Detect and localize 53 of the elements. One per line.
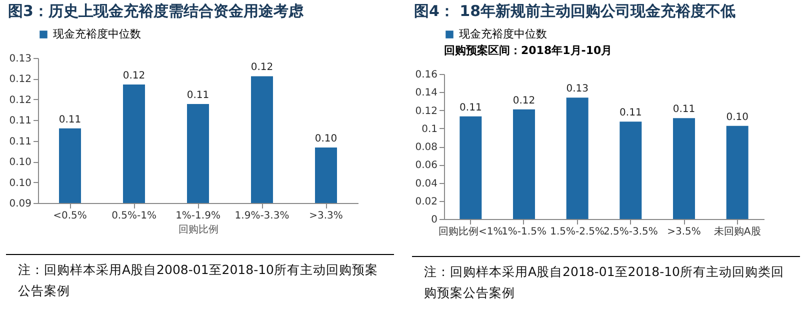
y-tick-label: 0.12 (9, 94, 32, 106)
legend-label: 现金充裕度中位数 (53, 28, 141, 40)
text: 注：回购样本采用A股自2008-01至2018-10所有主动回购预案公告案例 (6, 254, 394, 301)
y-tick-label: 0.12 (9, 74, 32, 86)
bar (513, 109, 535, 219)
x-tick-label: 1%-1.9% (176, 210, 220, 222)
text: 注：回购样本采用A股自2018-01至2018-10所有主动回购类回购预案公告案例 (412, 256, 800, 303)
x-tick-label: 回购比例<1% (438, 226, 503, 238)
bar (673, 118, 695, 219)
chart-title: 图4： 18年新规前主动回购公司现金充裕度不低 (414, 2, 736, 20)
data-label: 0.12 (512, 95, 536, 106)
data-label: 0.12 (122, 70, 146, 82)
y-tick-label: 0 (431, 214, 438, 226)
bar (726, 126, 748, 219)
y-tick-label: 0.13 (9, 54, 32, 64)
data-label: 0.11 (186, 90, 210, 101)
data-label: 0.11 (672, 104, 696, 116)
bar (620, 122, 642, 219)
y-tick-label: 0.14 (415, 88, 438, 99)
y-tick-label: 0.06 (415, 160, 438, 172)
data-label: 0.11 (460, 102, 482, 114)
y-tick-label: 0.11 (9, 136, 32, 148)
legend-label: 现金充裕度中位数 (459, 28, 547, 40)
x-tick-label: 未回购A股 (714, 226, 761, 238)
x-tick-label: <0.5% (53, 210, 87, 222)
x-tick-label: >3.3% (309, 210, 343, 222)
y-tick-label: 0.16 (415, 70, 438, 80)
x-tick-label: 0.5%-1% (112, 210, 156, 222)
bar (460, 116, 482, 219)
y-tick-label: 0.04 (415, 178, 438, 190)
y-tick-label: 0.1 (422, 124, 438, 135)
y-tick-label: 0.10 (9, 178, 32, 189)
x-tick-label: 1.9%-3.3% (234, 210, 290, 222)
data-label: 0.11 (620, 108, 642, 119)
y-tick-label: 0.02 (415, 196, 438, 208)
x-tick-label: 2.5%-3.5% (603, 226, 658, 238)
y-tick-label: 0.11 (9, 116, 32, 127)
x-tick-label: 1.5%-2.5% (550, 226, 605, 238)
y-tick-label: 0.08 (415, 142, 438, 153)
legend-title: 回购预案区间：2018年1月-10月 (444, 44, 612, 57)
data-label: 0.11 (58, 114, 82, 126)
x-tick-label: >3.5% (667, 226, 701, 238)
y-tick-label: 0.12 (415, 106, 438, 117)
data-label: 0.10 (314, 133, 338, 144)
x-axis-title: 回购比例 (178, 224, 218, 236)
data-label: 0.13 (566, 84, 588, 95)
chart-title: 图3：历史上现金充裕度需结合资金用途考虑 (8, 2, 304, 20)
y-tick-label: 0.09 (9, 198, 32, 210)
bar (566, 98, 588, 219)
y-tick-label: 0.10 (9, 157, 32, 168)
data-label: 0.12 (250, 62, 274, 74)
x-tick-label: 1%-1.5% (502, 226, 546, 238)
data-label: 0.10 (726, 112, 748, 123)
